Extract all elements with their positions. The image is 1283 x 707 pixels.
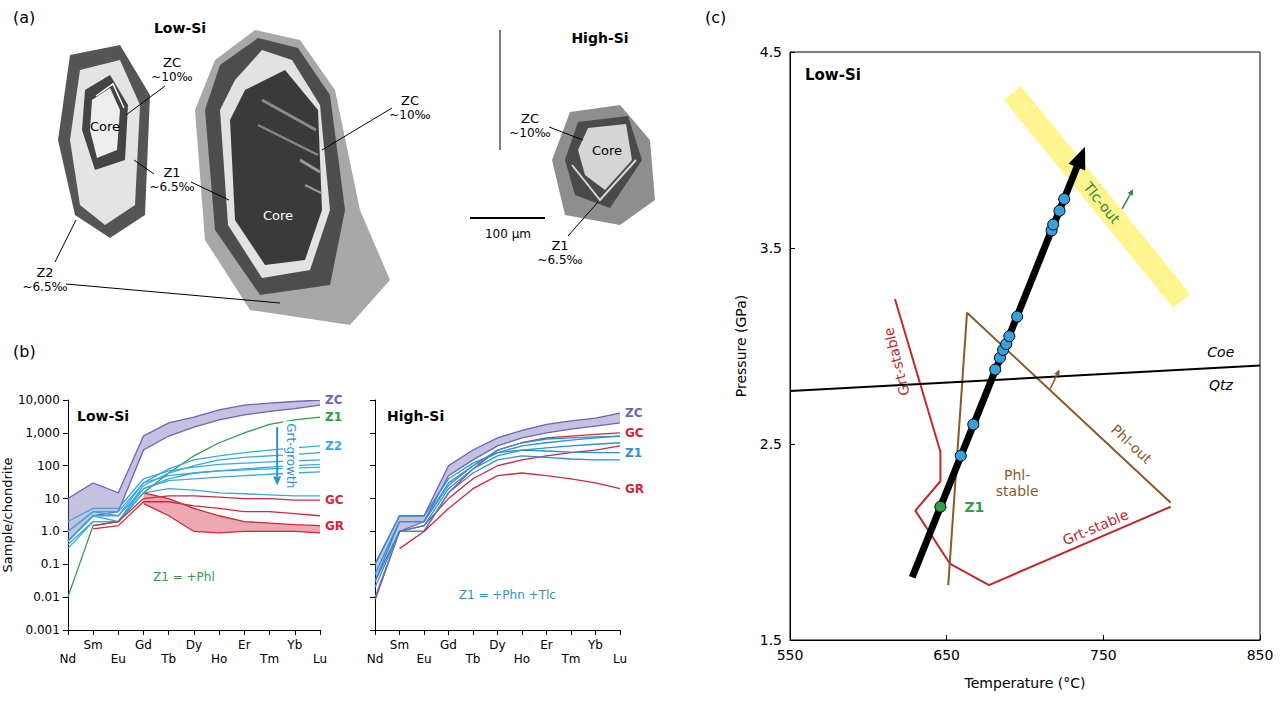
svg-text:Sm: Sm [390,638,409,652]
svg-text:Er: Er [540,638,553,652]
svg-text:Qtz: Qtz [1209,377,1234,393]
svg-text:Ho: Ho [211,652,227,666]
svg-text:1.0: 1.0 [41,524,60,538]
svg-text:Nd: Nd [60,652,77,666]
svg-text:GR: GR [625,482,644,496]
svg-text:Grt-stable: Grt-stable [880,326,912,398]
svg-text:0.01: 0.01 [33,590,60,604]
svg-text:~10‰: ~10‰ [151,70,192,84]
svg-text:Sample/chondrite: Sample/chondrite [0,457,15,572]
svg-text:Tb: Tb [465,652,481,666]
svg-text:750: 750 [1090,647,1117,663]
svg-text:GC: GC [325,493,344,507]
svg-text:Core: Core [90,119,120,134]
svg-text:4.5: 4.5 [760,44,782,60]
svg-text:550: 550 [777,647,804,663]
svg-text:Phl-out: Phl-out [1108,421,1155,467]
svg-text:0.001: 0.001 [26,623,60,637]
svg-text:Nd: Nd [367,652,384,666]
svg-text:Dy: Dy [489,638,505,652]
svg-text:Tlc-out: Tlc-out [1080,178,1124,227]
svg-text:High-Si: High-Si [387,408,444,424]
svg-text:Low-Si: Low-Si [154,20,206,36]
svg-text:(b): (b) [13,342,36,361]
svg-text:Z1: Z1 [325,410,342,424]
svg-text:3.5: 3.5 [760,240,782,256]
svg-text:Yb: Yb [587,638,603,652]
svg-text:Core: Core [263,208,293,223]
svg-text:Z1: Z1 [551,238,568,253]
svg-text:Ho: Ho [514,652,530,666]
svg-text:Pressure (GPa): Pressure (GPa) [733,295,749,397]
svg-text:2.5: 2.5 [760,436,782,452]
svg-text:ZC: ZC [625,406,643,420]
svg-text:Grt-growth: Grt-growth [284,423,298,488]
svg-text:650: 650 [933,647,960,663]
svg-text:1.5: 1.5 [760,632,782,648]
svg-text:850: 850 [1247,647,1274,663]
svg-text:10: 10 [45,492,60,506]
svg-text:Z1: Z1 [625,446,642,460]
svg-text:Dy: Dy [186,638,202,652]
svg-text:1,000: 1,000 [26,426,60,440]
svg-text:Z1: Z1 [163,165,180,180]
svg-text:stable: stable [996,483,1039,499]
svg-text:10,000: 10,000 [18,393,60,407]
svg-text:Phl-: Phl- [1004,467,1030,483]
svg-text:Eu: Eu [111,652,126,666]
svg-text:ZC: ZC [163,55,181,70]
svg-text:Gd: Gd [135,638,152,652]
svg-text:(c): (c) [705,8,726,27]
svg-text:Z1: Z1 [964,499,984,515]
svg-text:Z2: Z2 [325,439,342,453]
svg-text:Temperature (°C): Temperature (°C) [964,675,1086,691]
svg-text:Grt-stable: Grt-stable [1060,506,1131,548]
svg-text:Coe: Coe [1207,344,1234,360]
svg-text:(a): (a) [13,8,35,27]
svg-text:Tm: Tm [259,652,279,666]
svg-text:ZC: ZC [521,111,539,126]
svg-text:Gd: Gd [440,638,457,652]
svg-text:Tb: Tb [160,652,176,666]
svg-text:100 µm: 100 µm [485,227,531,241]
svg-text:100: 100 [37,459,60,473]
svg-text:0.1: 0.1 [41,557,60,571]
svg-text:Sm: Sm [83,638,102,652]
svg-text:~6.5‰: ~6.5‰ [537,253,582,267]
svg-text:High-Si: High-Si [571,30,628,46]
svg-text:ZC: ZC [401,93,419,108]
svg-text:Lu: Lu [313,652,327,666]
svg-text:Eu: Eu [416,652,431,666]
svg-text:~6.5‰: ~6.5‰ [149,180,194,194]
svg-text:GR: GR [325,519,344,533]
svg-text:~6.5‰: ~6.5‰ [22,280,67,294]
svg-text:Lu: Lu [613,652,627,666]
svg-text:Core: Core [592,143,622,158]
svg-text:Yb: Yb [286,638,302,652]
svg-text:ZC: ZC [325,393,343,407]
svg-text:Z1 = +Phl: Z1 = +Phl [153,570,215,584]
svg-text:Er: Er [238,638,251,652]
svg-text:~10‰: ~10‰ [509,126,550,140]
svg-text:Z1 = +Phn +Tlc: Z1 = +Phn +Tlc [459,588,556,602]
svg-text:~10‰: ~10‰ [389,108,430,122]
svg-text:Z2: Z2 [36,265,53,280]
svg-text:Low-Si: Low-Si [805,66,861,84]
svg-text:Low-Si: Low-Si [77,408,129,424]
svg-text:GC: GC [625,426,644,440]
svg-text:Tm: Tm [560,652,580,666]
